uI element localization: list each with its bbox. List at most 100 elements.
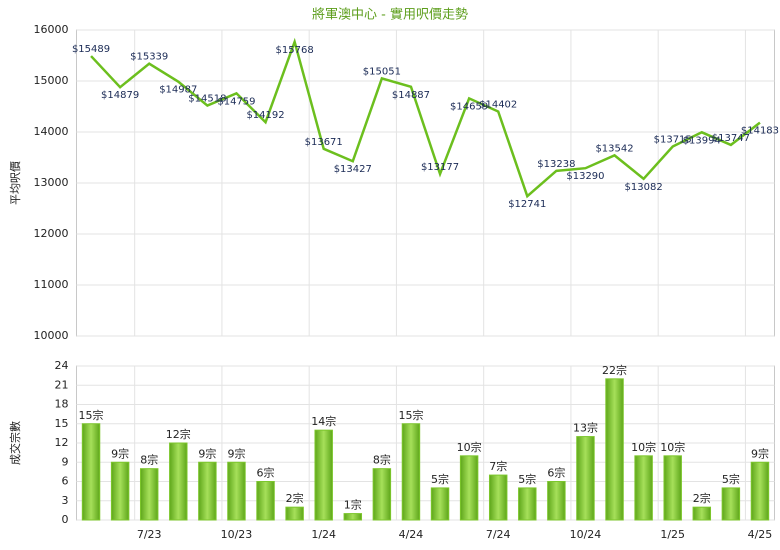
data-label: $13238	[537, 159, 575, 170]
data-label: 10宗	[457, 440, 482, 454]
chart-title: 將軍澳中心 - 實用呎價走勢	[312, 7, 468, 23]
data-label: $14759	[217, 96, 255, 107]
y-tick-label: 13000	[34, 176, 69, 189]
data-label: $14879	[101, 90, 139, 101]
data-label: $13994	[683, 135, 721, 146]
data-label: 14宗	[311, 414, 336, 428]
bar	[256, 481, 275, 521]
data-label: 9宗	[227, 446, 245, 460]
data-label: 15宗	[398, 408, 423, 422]
bar	[314, 429, 333, 521]
bar	[605, 378, 624, 521]
bar	[459, 455, 479, 521]
y-tick-label: 21	[55, 378, 69, 391]
data-label: $13715	[654, 135, 692, 146]
data-label: 5宗	[431, 472, 449, 486]
bar	[169, 442, 188, 521]
bar	[110, 461, 130, 521]
data-label: $14402	[479, 99, 517, 110]
y-tick-label: 12000	[34, 227, 69, 240]
y-tick-label: 14000	[34, 125, 69, 138]
y-tick-label: 15000	[34, 74, 69, 87]
data-label: $14518	[188, 94, 226, 105]
x-tick-label: 10/23	[221, 528, 253, 541]
data-label: $14183	[741, 126, 779, 137]
data-label: 5宗	[518, 472, 536, 486]
y-tick-label: 18	[55, 398, 69, 411]
y-axis-label: 平均呎價	[8, 161, 22, 205]
data-label: 2宗	[693, 491, 711, 505]
bar	[372, 468, 392, 521]
y-tick-label: 24	[55, 359, 69, 372]
data-label: 10宗	[631, 440, 656, 454]
data-label: $13290	[566, 171, 604, 182]
data-label: $15489	[72, 44, 110, 55]
data-label: 10宗	[660, 440, 685, 454]
x-tick-label: 7/24	[486, 528, 511, 541]
data-label: $13177	[421, 162, 459, 173]
data-label: 7宗	[489, 459, 507, 473]
data-label: 13宗	[573, 421, 598, 435]
data-label: 8宗	[140, 453, 158, 467]
bar	[227, 461, 246, 521]
y-tick-label: 16000	[34, 23, 69, 36]
y-tick-label: 6	[62, 475, 69, 488]
data-label: $13542	[595, 143, 633, 154]
bar	[750, 461, 770, 521]
x-tick-label: 4/24	[399, 528, 424, 541]
data-label: 2宗	[286, 491, 304, 505]
y-tick-label: 15	[55, 417, 69, 430]
y-tick-label: 11000	[34, 278, 69, 291]
data-label: 6宗	[547, 466, 565, 480]
bar	[634, 455, 653, 521]
x-tick-label: 1/25	[660, 528, 685, 541]
x-tick-label: 1/24	[311, 528, 336, 541]
bar	[488, 474, 508, 521]
data-label: 9宗	[198, 446, 216, 460]
y-tick-label: 10000	[34, 329, 69, 342]
bar	[518, 487, 537, 521]
bar	[430, 487, 450, 521]
bar	[81, 423, 101, 521]
bar	[547, 481, 566, 521]
bar	[139, 468, 159, 521]
bar	[721, 487, 741, 521]
data-label: $13747	[712, 133, 750, 144]
data-label: $13427	[334, 164, 372, 175]
data-label: 9宗	[111, 446, 129, 460]
bar	[692, 506, 712, 521]
data-label: 6宗	[257, 466, 275, 480]
data-label: $15051	[363, 66, 401, 77]
bar	[663, 455, 682, 521]
bar	[343, 513, 363, 521]
data-label: $13082	[625, 182, 663, 193]
data-label: 9宗	[751, 446, 769, 460]
data-label: $15339	[130, 52, 168, 63]
data-label: $13671	[305, 137, 343, 148]
y-tick-label: 0	[62, 513, 69, 526]
data-label: 15宗	[79, 408, 104, 422]
data-label: $14659	[450, 101, 488, 112]
y-tick-label: 3	[62, 494, 69, 507]
y-tick-label: 9	[62, 455, 69, 468]
data-label: 12宗	[166, 427, 191, 441]
data-label: 5宗	[722, 472, 740, 486]
data-label: $14192	[246, 110, 284, 121]
data-label: $14987	[159, 85, 197, 96]
line	[90, 37, 761, 199]
x-tick-label: 4/25	[748, 528, 773, 541]
bar	[401, 423, 421, 521]
x-tick-label: 10/24	[570, 528, 602, 541]
data-label: 22宗	[602, 363, 627, 377]
bar	[285, 506, 304, 521]
bar	[198, 461, 217, 521]
y-axis-label: 成交宗數	[8, 421, 22, 465]
y-tick-label: 12	[55, 436, 69, 449]
bar	[576, 436, 595, 521]
data-label: 8宗	[373, 453, 391, 467]
data-label: $14887	[392, 90, 430, 101]
data-label: 1宗	[344, 498, 362, 512]
data-label: $15768	[276, 45, 314, 56]
x-tick-label: 7/23	[137, 528, 162, 541]
